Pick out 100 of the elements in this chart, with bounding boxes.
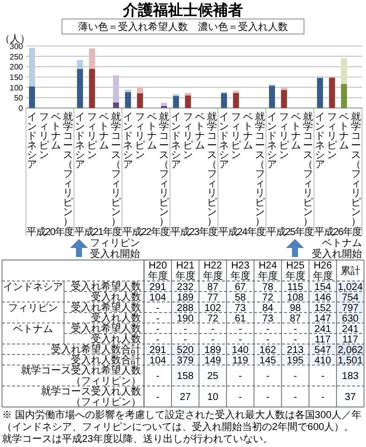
- y-tick-label: 150: [10, 73, 24, 82]
- data-label: 73: [262, 313, 274, 324]
- data-label: 115: [287, 282, 304, 293]
- x-tick-label: H24年度: [258, 260, 278, 282]
- y-tick-label: 就学コース受入れ希望人数（フィリピン）: [21, 364, 141, 387]
- text: -: [211, 324, 214, 335]
- x-tick-label: インドネシア: [75, 112, 85, 170]
- x-tick-label: インドネシア: [123, 112, 133, 170]
- bar: [137, 86, 143, 94]
- category-label: 就学コース（フィリピン）: [63, 112, 73, 228]
- x-tick-label: H21年度: [175, 260, 196, 282]
- text: 受入れ開始: [312, 248, 362, 260]
- data-label: 25: [207, 371, 219, 382]
- x-tick-label: H22年度: [202, 260, 223, 282]
- data-label: 520: [176, 344, 194, 356]
- x-tick-label: ベトナム: [339, 112, 349, 152]
- data-label: 195: [286, 355, 304, 366]
- data-label: 189: [204, 344, 222, 356]
- text: 平成21年度: [74, 226, 122, 238]
- data-label: 1,024: [338, 282, 364, 293]
- chart-subtitle: 薄い色＝受入れ希望人数 濃い色＝受入れ人数: [78, 21, 288, 33]
- data-label: 158: [176, 371, 194, 382]
- y-tick-label: 受入れ人数: [91, 290, 141, 303]
- data-label: 754: [342, 292, 360, 304]
- x-tick-label: H23年度: [230, 260, 250, 282]
- x-tick-label: H25年度: [285, 260, 306, 282]
- text: -: [156, 334, 160, 346]
- text: -: [266, 334, 270, 346]
- data-label: 154: [314, 282, 332, 293]
- data-label: 73: [234, 302, 246, 314]
- text: -: [294, 334, 297, 346]
- y-tick-label: 200: [10, 62, 24, 72]
- text: -: [238, 334, 242, 346]
- data-label: 241: [314, 324, 332, 335]
- x-tick-label: ベトナム: [195, 112, 205, 152]
- text: -: [294, 392, 297, 404]
- text: -: [294, 324, 297, 335]
- data-label: 10: [207, 392, 219, 404]
- data-label: 84: [262, 302, 274, 314]
- x-tick-label: フィリピン: [135, 112, 145, 161]
- data-label: 149: [204, 355, 222, 366]
- data-label: 102: [204, 302, 222, 314]
- data-label: 291: [149, 344, 167, 356]
- text: -: [184, 334, 187, 346]
- text: ベトナム: [322, 238, 362, 249]
- bar: [281, 90, 287, 108]
- x-tick-label: H26年度: [312, 260, 333, 282]
- x-tick-label: インドネシア: [315, 112, 325, 170]
- y-tick-label: 50: [14, 94, 24, 103]
- y-tick-label: 300: [10, 42, 24, 51]
- data-label: 213: [286, 344, 304, 356]
- text: -: [266, 324, 270, 335]
- bar: [125, 92, 131, 108]
- data-label: 190: [176, 313, 194, 324]
- text: -: [184, 324, 187, 335]
- data-label: 232: [176, 282, 194, 293]
- data-label: 410: [314, 355, 332, 366]
- bar: [185, 92, 191, 96]
- data-label: 630: [342, 313, 360, 324]
- x-tick-label: H20年度: [148, 260, 168, 282]
- text: フィリピン: [90, 238, 140, 249]
- data-label: 2,062: [338, 344, 364, 356]
- x-tick-label: フィリピン: [183, 112, 193, 161]
- y-tick-label: 受入れ希望人数: [71, 322, 141, 334]
- x-tick-label: ベトナム: [99, 112, 109, 152]
- bar: [29, 48, 35, 87]
- text: -: [321, 371, 324, 382]
- category-label: 就学コース（フィリピン）: [159, 112, 169, 228]
- x-tick-label: ベトナム: [51, 112, 61, 152]
- data-label: 87: [207, 282, 219, 293]
- y-tick-label: 受入れ希望人数合計: [51, 343, 141, 356]
- bar: [329, 78, 335, 108]
- data-label: 108: [286, 292, 304, 304]
- text: -: [238, 392, 242, 404]
- data-label: 61: [234, 313, 246, 324]
- data-label: 183: [342, 371, 360, 382]
- text: -: [321, 392, 324, 404]
- data-label: 189: [176, 292, 194, 304]
- x-tick-label: インドネシア: [219, 112, 229, 170]
- data-label: 104: [149, 355, 167, 366]
- y-tick-label: 250: [10, 52, 24, 62]
- data-label: 78: [262, 282, 274, 293]
- x-tick-label: ベトナム: [243, 112, 253, 152]
- y-tick-label: 100: [10, 83, 24, 92]
- x-tick-label: フィリピン: [231, 112, 241, 161]
- text: -: [156, 324, 160, 335]
- text: 平成24年度: [218, 226, 266, 238]
- data-label: 67: [234, 282, 246, 293]
- text: 平成23年度: [170, 226, 218, 238]
- text: -: [266, 371, 270, 382]
- text: 平成22年度: [122, 226, 170, 238]
- category-label: 就学コース（フィリピン）: [207, 112, 217, 228]
- bar: [89, 68, 95, 108]
- y-tick-label: 受入れ人数: [91, 332, 141, 345]
- bar: [113, 75, 119, 102]
- y-tick-label: 受入れ希望人数: [71, 280, 141, 292]
- bar: [161, 102, 167, 106]
- data-label: 72: [262, 292, 274, 304]
- y2-tick-label: ベトナム: [13, 324, 53, 335]
- x-tick-label: ベトナム: [147, 112, 157, 152]
